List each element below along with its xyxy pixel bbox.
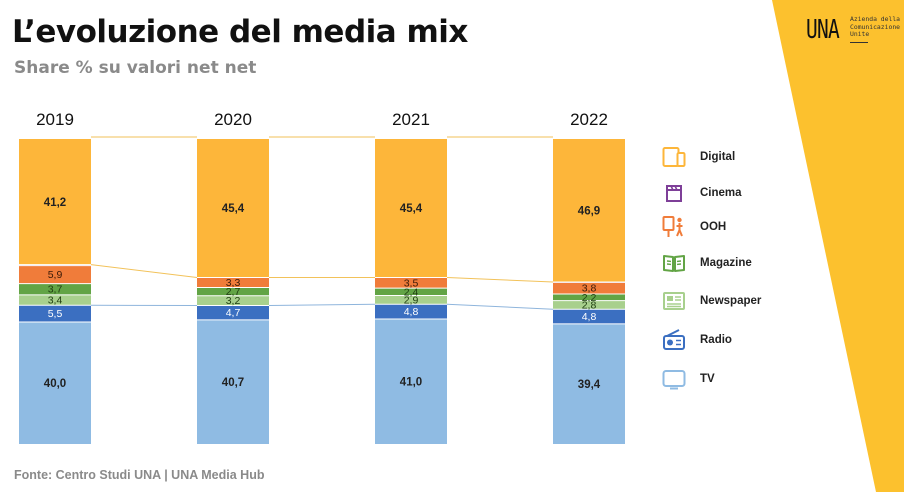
bar-segment-tv <box>197 319 269 444</box>
legend-item-newspaper: Newspaper <box>662 289 761 313</box>
connector-tv <box>446 303 554 310</box>
legend-item-radio: Radio <box>662 328 732 352</box>
data-label-digital: 45,4 <box>222 203 245 215</box>
bar-segment-tv <box>375 318 447 444</box>
data-label-ooh: 3,3 <box>226 277 241 289</box>
legend-item-digital: Digital <box>662 145 735 169</box>
logo-line: Comunicazione <box>850 22 901 31</box>
data-label-magazine: 2,4 <box>404 286 419 298</box>
bar-segment-radio <box>19 305 91 322</box>
connector-digital <box>90 264 198 278</box>
legend-label: TV <box>700 373 715 385</box>
legend-item-cinema: Cinema <box>662 181 742 205</box>
clapperboard-icon <box>666 185 682 202</box>
bar-segment-ooh <box>553 282 625 294</box>
bar-segment-digital <box>197 139 269 278</box>
data-label-ooh: 3,8 <box>582 283 597 295</box>
newspaper-icon <box>663 292 685 310</box>
bar-segment-tv <box>19 322 91 444</box>
bar-segment-newspaper <box>19 294 91 306</box>
billboard-person-icon <box>662 216 683 237</box>
legend-label: Radio <box>700 334 732 346</box>
logo-caption: Azienda della Comunicazione Unite <box>850 15 902 43</box>
bar-segment-digital <box>375 139 447 278</box>
yellow-corner-band <box>772 0 904 492</box>
bar-segment-newspaper <box>197 295 269 306</box>
data-label-newspaper: 2,9 <box>404 294 419 306</box>
legend-item-tv: TV <box>662 367 715 391</box>
bar-segment-magazine <box>375 288 447 296</box>
data-label-tv: 40,7 <box>222 377 244 389</box>
bar-segment-ooh <box>19 265 91 284</box>
page-title: L’evoluzione del media mix <box>12 14 468 50</box>
tablet-phone-icon <box>662 147 686 167</box>
legend-label: Digital <box>700 151 736 163</box>
page-subtitle: Share % su valori net net <box>14 58 257 78</box>
logo-underline <box>850 41 868 43</box>
year-label: 2021 <box>392 110 430 129</box>
data-label-digital: 46,9 <box>578 206 600 218</box>
bar-segment-newspaper <box>553 300 625 310</box>
data-label-radio: 4,7 <box>226 307 241 319</box>
legend-label: Newspaper <box>700 295 762 307</box>
data-label-tv: 41,0 <box>400 376 422 388</box>
data-label-radio: 4,8 <box>404 306 419 318</box>
open-book-icon <box>663 255 685 272</box>
bar-segment-magazine <box>553 293 625 301</box>
legend-label: Magazine <box>700 257 752 269</box>
bar-segment-ooh <box>375 277 447 289</box>
bar-segment-magazine <box>197 287 269 296</box>
connector-digital <box>446 276 554 283</box>
data-label-tv: 40,0 <box>44 378 66 390</box>
year-label: 2019 <box>36 110 74 129</box>
bar-segment-newspaper <box>375 295 447 305</box>
legend-item-magazine: Magazine <box>662 251 752 275</box>
bar-segment-radio <box>375 304 447 319</box>
data-label-radio: 5,5 <box>48 308 63 320</box>
year-label: 2022 <box>570 110 608 129</box>
data-label-newspaper: 3,4 <box>48 295 63 307</box>
bar-segment-digital <box>553 139 625 283</box>
data-label-radio: 4,8 <box>582 311 597 323</box>
data-label-magazine: 3,7 <box>48 284 63 296</box>
connector-tv <box>268 303 376 307</box>
logo-line: Unite <box>850 30 870 39</box>
data-label-newspaper: 3,2 <box>226 295 241 307</box>
radio-icon <box>663 329 685 350</box>
bar-segment-magazine <box>19 283 91 295</box>
data-label-newspaper: 2,8 <box>582 299 597 311</box>
source-footer: Fonte: Centro Studi UNA | UNA Media Hub <box>14 468 265 482</box>
legend-item-ooh: OOH <box>662 215 726 239</box>
data-label-ooh: 5,9 <box>48 269 63 281</box>
legend-label: OOH <box>700 221 727 233</box>
bar-segment-tv <box>553 323 625 444</box>
data-label-digital: 45,4 <box>400 203 423 215</box>
data-label-magazine: 2,2 <box>582 292 597 304</box>
una-logo: UNA <box>806 15 840 45</box>
bar-segment-digital <box>19 139 91 265</box>
data-label-ooh: 3,5 <box>404 277 419 289</box>
bar-segment-ooh <box>197 277 269 288</box>
bar-segment-radio <box>553 309 625 324</box>
year-label: 2020 <box>214 110 252 129</box>
data-label-digital: 41,2 <box>44 197 66 209</box>
logo-line: Azienda della <box>850 15 901 23</box>
data-label-magazine: 2,7 <box>226 286 241 298</box>
tv-icon <box>662 370 686 390</box>
legend-label: Cinema <box>700 187 742 199</box>
data-label-tv: 39,4 <box>578 379 601 391</box>
bar-segment-radio <box>197 305 269 320</box>
